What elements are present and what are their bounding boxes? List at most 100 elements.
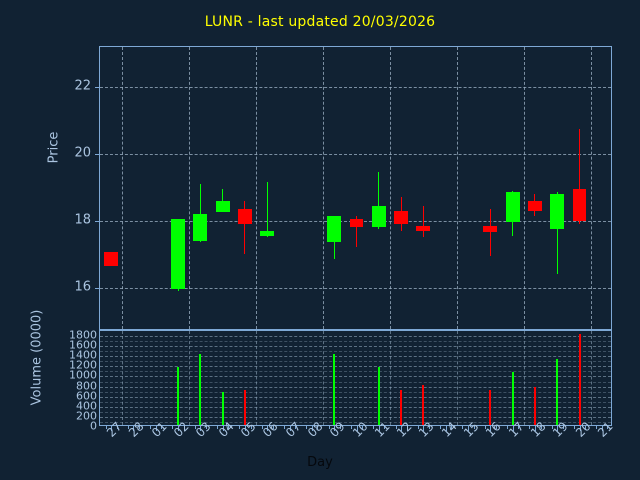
candle-wick bbox=[579, 128, 581, 225]
price-vertical-gridline bbox=[389, 47, 391, 329]
x-minor-tick-mark bbox=[562, 425, 564, 429]
candle-body bbox=[327, 215, 342, 243]
candlestick bbox=[371, 47, 386, 329]
candlestick bbox=[349, 47, 364, 329]
price-gridline bbox=[100, 87, 611, 89]
candle-body bbox=[238, 209, 252, 225]
x-minor-tick-mark bbox=[596, 425, 598, 429]
x-minor-tick-mark bbox=[601, 425, 603, 429]
candlestick bbox=[416, 47, 431, 329]
price-tick-label: 18 bbox=[74, 212, 91, 228]
volume-gridline bbox=[100, 406, 611, 408]
candlestick bbox=[171, 47, 185, 329]
candle-wick bbox=[266, 182, 268, 238]
x-minor-tick-mark bbox=[507, 425, 509, 429]
x-minor-tick-mark bbox=[540, 425, 542, 429]
volume-vertical-gridline bbox=[122, 331, 124, 425]
x-minor-tick-mark bbox=[127, 425, 129, 429]
volume-tick-label: 1800 bbox=[69, 328, 97, 342]
candle-body bbox=[193, 214, 208, 241]
volume-vertical-gridline bbox=[456, 331, 458, 425]
candle-body bbox=[572, 189, 587, 221]
candlestick bbox=[193, 47, 208, 329]
x-minor-tick-mark bbox=[228, 425, 230, 429]
x-minor-tick-mark bbox=[311, 425, 313, 429]
x-minor-tick-mark bbox=[289, 425, 291, 429]
x-minor-tick-mark bbox=[317, 425, 319, 429]
x-minor-tick-mark bbox=[428, 425, 430, 429]
candle-body bbox=[171, 219, 185, 290]
price-tick-label: 22 bbox=[74, 78, 91, 94]
candle-wick bbox=[355, 215, 357, 248]
x-minor-tick-mark bbox=[178, 425, 180, 429]
candlestick bbox=[572, 47, 587, 329]
x-minor-tick-mark bbox=[417, 425, 419, 429]
x-minor-tick-mark bbox=[607, 425, 609, 429]
x-minor-tick-mark bbox=[194, 425, 196, 429]
volume-bar bbox=[578, 334, 581, 425]
volume-tick-label: 1400 bbox=[69, 348, 97, 362]
x-minor-tick-mark bbox=[239, 425, 241, 429]
x-minor-tick-mark bbox=[222, 425, 224, 429]
volume-vertical-gridline bbox=[590, 331, 592, 425]
x-minor-tick-mark bbox=[573, 425, 575, 429]
candle-body bbox=[104, 252, 119, 266]
x-minor-tick-mark bbox=[306, 425, 308, 429]
x-minor-tick-mark bbox=[490, 425, 492, 429]
candle-body bbox=[394, 210, 409, 225]
x-minor-tick-mark bbox=[384, 425, 386, 429]
volume-minor-gridline bbox=[100, 371, 611, 373]
candle-wick bbox=[378, 172, 380, 230]
x-minor-tick-mark bbox=[217, 425, 219, 429]
x-minor-tick-mark bbox=[284, 425, 285, 429]
x-minor-tick-mark bbox=[261, 425, 263, 429]
candle-body bbox=[260, 230, 275, 236]
volume-bar bbox=[243, 389, 246, 425]
volume-plot-area bbox=[99, 330, 612, 431]
candle-wick bbox=[422, 205, 424, 238]
x-minor-tick-mark bbox=[468, 425, 470, 429]
x-minor-tick-mark bbox=[111, 425, 113, 429]
chart-title: LUNR - last updated 20/03/2026 bbox=[204, 14, 436, 30]
price-vertical-gridline bbox=[456, 47, 458, 329]
volume-gridline bbox=[100, 376, 611, 378]
x-minor-tick-mark bbox=[557, 425, 559, 429]
x-minor-tick-mark bbox=[339, 425, 341, 429]
volume-vertical-gridline bbox=[323, 331, 325, 425]
volume-bar bbox=[556, 359, 559, 425]
x-minor-tick-mark bbox=[585, 425, 587, 429]
volume-vertical-gridline bbox=[523, 331, 525, 425]
volume-gridline bbox=[100, 356, 611, 358]
x-minor-tick-mark bbox=[295, 425, 297, 429]
x-minor-tick-mark bbox=[172, 425, 174, 429]
x-minor-tick-mark bbox=[244, 425, 246, 429]
candlestick bbox=[238, 47, 252, 329]
x-minor-tick-mark bbox=[534, 425, 536, 429]
price-plot-area bbox=[95, 46, 612, 330]
x-minor-tick-mark bbox=[350, 425, 352, 429]
x-minor-tick-mark bbox=[378, 425, 380, 429]
price-vertical-gridline bbox=[189, 47, 191, 329]
candle-body bbox=[416, 225, 431, 231]
x-minor-tick-mark bbox=[495, 425, 497, 429]
volume-minor-gridline bbox=[100, 411, 611, 413]
volume-bar bbox=[199, 354, 202, 425]
volume-gridline bbox=[100, 366, 611, 368]
x-minor-tick-mark bbox=[529, 425, 531, 429]
x-minor-tick-mark bbox=[133, 425, 135, 429]
price-vertical-gridline bbox=[523, 47, 525, 329]
candle-body bbox=[371, 205, 386, 228]
volume-bar bbox=[422, 384, 425, 425]
price-vertical-gridline bbox=[590, 47, 592, 329]
volume-vertical-gridline bbox=[389, 331, 391, 425]
volume-minor-gridline bbox=[100, 391, 611, 393]
x-minor-tick-mark bbox=[183, 425, 185, 429]
candle-body bbox=[215, 200, 230, 213]
candlestick bbox=[550, 47, 565, 329]
candlestick bbox=[505, 47, 520, 329]
x-minor-tick-mark bbox=[451, 425, 453, 429]
volume-minor-gridline bbox=[100, 341, 611, 343]
x-minor-tick-mark bbox=[139, 425, 141, 429]
x-minor-tick-mark bbox=[161, 425, 163, 429]
